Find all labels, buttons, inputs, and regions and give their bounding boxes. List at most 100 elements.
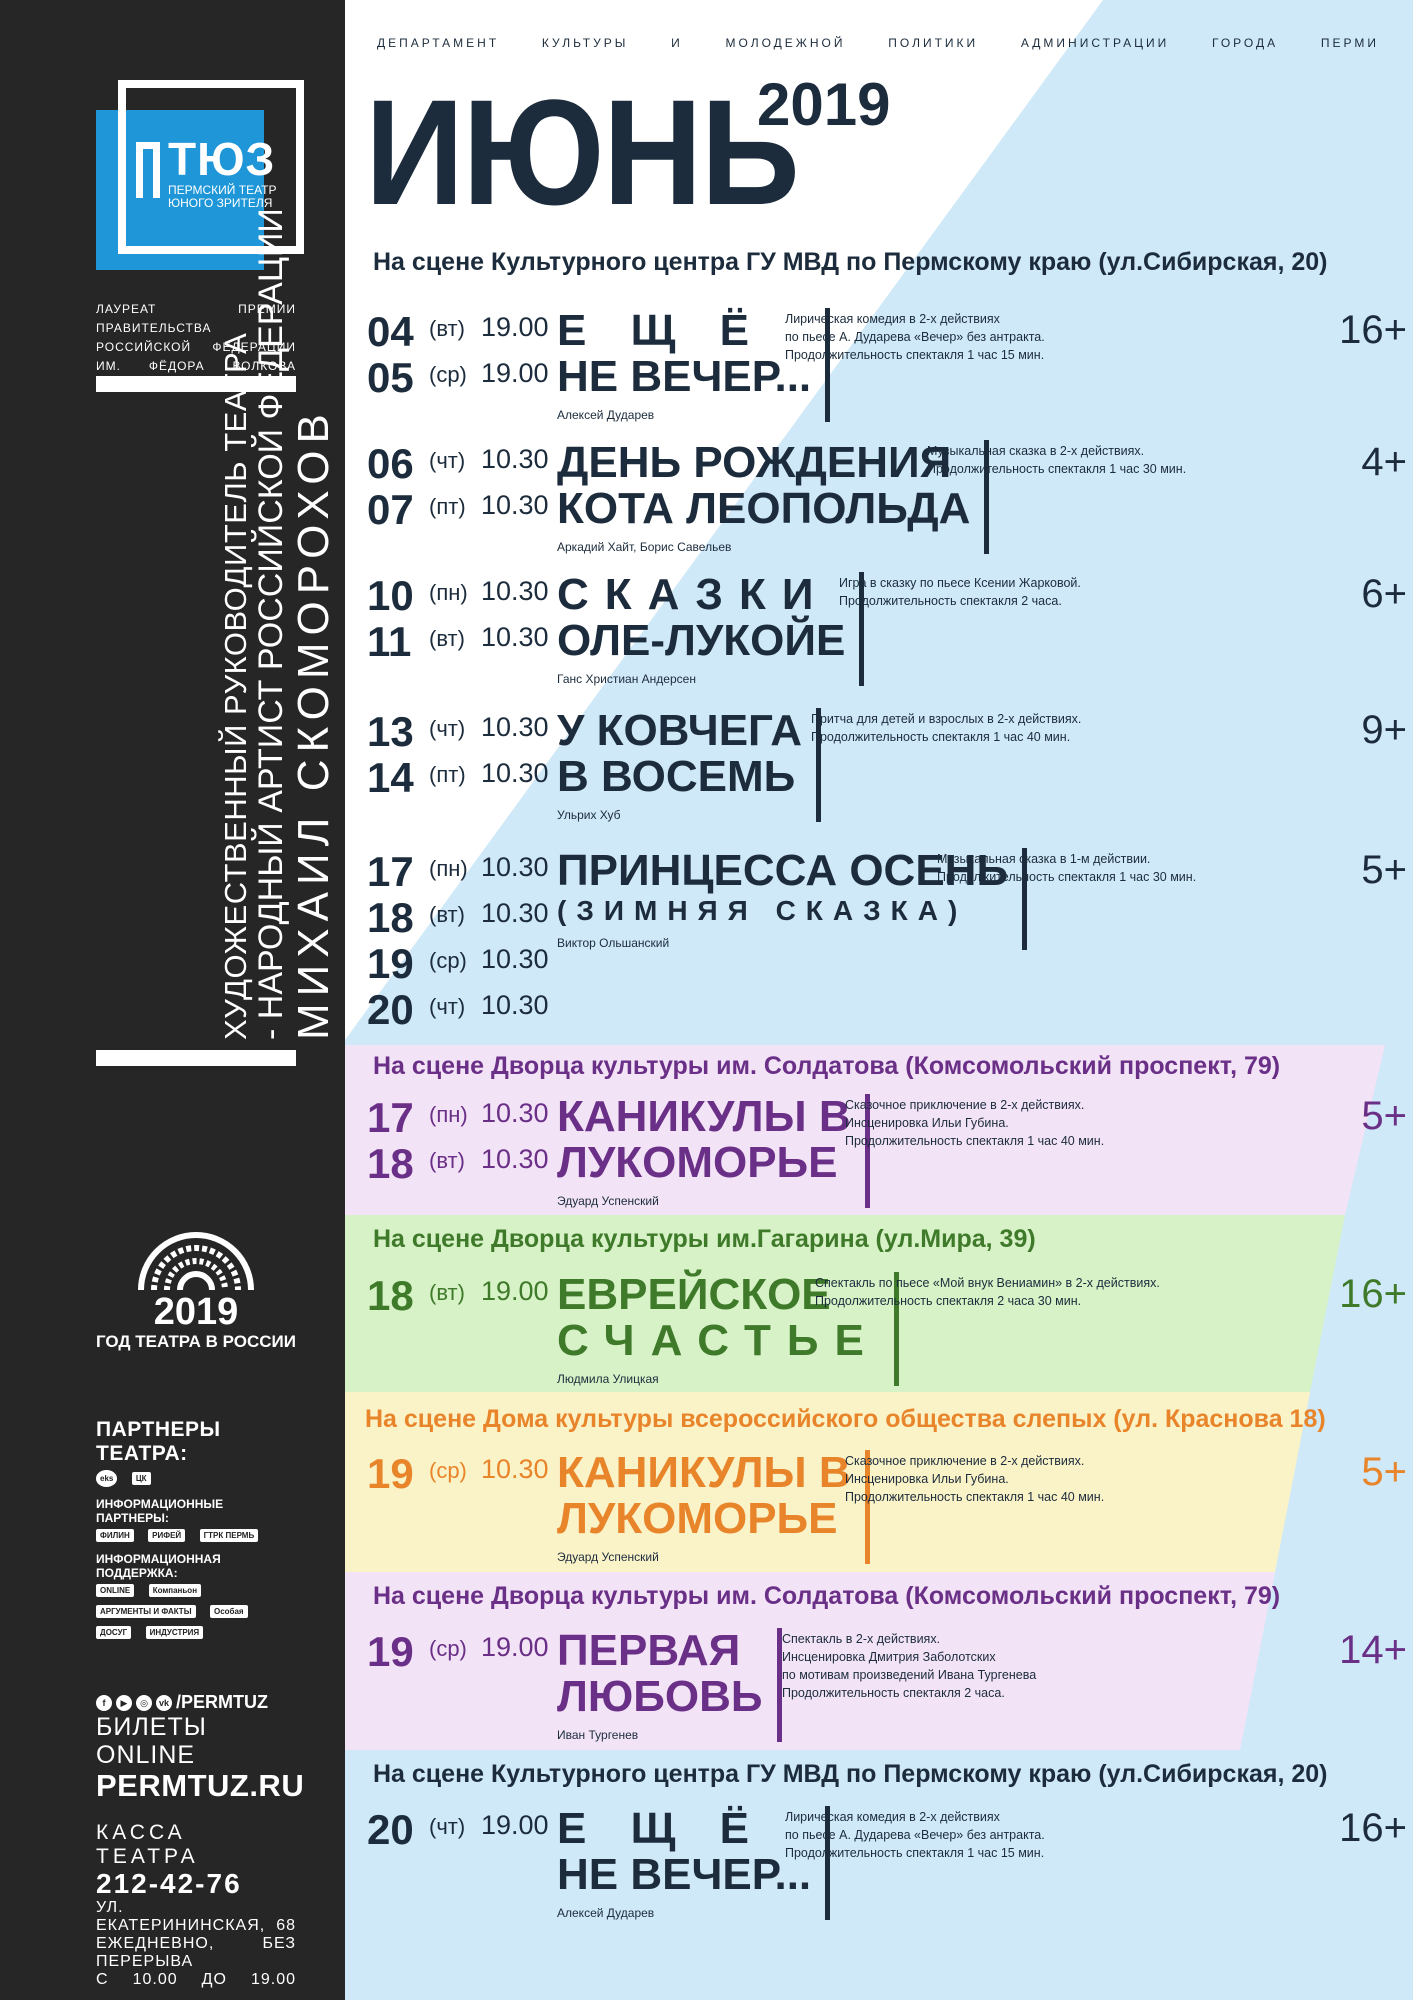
sky-band-bottom	[345, 1750, 1413, 2000]
show-title[interactable]: ДЕНЬ РОЖДЕНИЯ КОТА ЛЕОПОЛЬДА Аркадий Хайт,…	[557, 438, 990, 554]
date-weekday: (чт)	[429, 716, 466, 741]
month-title: ИЮНЬ	[365, 68, 800, 236]
show-entry[interactable]: 04 (вт) 19.00 05 (ср) 19.00 Е Щ Ё НЕ ВЕЧЕР... Ал…	[367, 308, 1407, 422]
show-title[interactable]: ПРИНЦЕССА ОСЕНЬ (ЗИМНЯЯ СКАЗКА) Виктор Оль…	[557, 848, 1028, 950]
date-row: 14 (пт) 10.30	[367, 754, 567, 801]
show-entry[interactable]: 17 (пн) 10.30 18 (вт) 10.30 19 (ср) 10.30 20 (чт) 1…	[367, 848, 1407, 1034]
show-title-line: ОЛЕ-ЛУКОЙЕ	[557, 616, 846, 665]
show-description: Притча для детей и взрослых в 2-х действ…	[811, 710, 1081, 746]
support-logo-industriya[interactable]: ИНДУСТРИЯ	[145, 1626, 204, 1639]
info-partner-logo-filin[interactable]: ФИЛИН	[96, 1529, 134, 1542]
show-title-line: ДЕНЬ РОЖДЕНИЯ	[557, 438, 952, 487]
show-dates: 06 (чт) 10.30 07 (пт) 10.30	[367, 440, 567, 533]
date-weekday: (вт)	[429, 316, 465, 341]
info-partners-heading: ИНФОРМАЦИОННЫЕ ПАРТНЕРЫ:	[96, 1497, 224, 1525]
show-title-line: Е Щ Ё	[557, 306, 766, 355]
venue-heading: На сцене Культурного центра ГУ МВД по Пе…	[373, 248, 1328, 276]
show-title[interactable]: Е Щ Ё НЕ ВЕЧЕР... Алексей Дударев	[557, 306, 831, 422]
date-row: 17 (пн) 10.30	[367, 848, 567, 895]
description-line: Продолжительность спектакля 1 час 15 мин…	[785, 1846, 1045, 1860]
description-line: Продолжительность спектакля 1 час 40 мин…	[845, 1490, 1105, 1504]
theatre-logo[interactable]: ТЮЗ ПЕРМСКИЙ ТЕАТР ЮНОГО ЗРИТЕЛЯ	[96, 80, 304, 270]
show-title[interactable]: Е Щ Ё НЕ ВЕЧЕР... Алексей Дударев	[557, 1806, 831, 1920]
show-entry[interactable]: 06 (чт) 10.30 07 (пт) 10.30 ДЕНЬ РОЖДЕНИЯ КОТА …	[367, 440, 1407, 554]
date-row: 20 (чт) 10.30	[367, 986, 567, 1033]
date-row: 10 (пн) 10.30	[367, 572, 567, 619]
show-title-line: ЛЮБОВЬ	[557, 1672, 763, 1721]
show-title-line: В ВОСЕМЬ	[557, 752, 796, 801]
box-office-hours-2: с 10.00 до 19.00	[96, 1971, 296, 1988]
date-time: 10.30	[481, 944, 549, 974]
support-logo-online[interactable]: ONLINE	[96, 1584, 135, 1597]
show-dates: 04 (вт) 19.00 05 (ср) 19.00	[367, 308, 567, 401]
venue-heading: На сцене Дворца культуры им.Гагарина (ул…	[373, 1225, 1036, 1253]
background-shapes	[345, 0, 1413, 2000]
description-line: Лирическая комедия в 2-х действиях	[785, 312, 1000, 326]
facebook-icon[interactable]: f	[96, 1694, 112, 1711]
date-row: 13 (чт) 10.30	[367, 708, 567, 755]
show-title[interactable]: КАНИКУЛЫ В ЛУКОМОРЬЕ Эдуард Успенский	[557, 1450, 870, 1564]
show-entry[interactable]: 18 (вт) 19.00 ЕВРЕЙСКОЕ СЧАСТЬЕ Людмила Улицк…	[367, 1272, 1407, 1386]
date-day: 11	[367, 618, 412, 665]
show-title[interactable]: ПЕРВАЯ ЛЮБОВЬ Иван Тургенев	[557, 1628, 782, 1742]
show-title[interactable]: КАНИКУЛЫ В ЛУКОМОРЬЕ Эдуард Успенский	[557, 1094, 870, 1208]
date-row: 19 (ср) 10.30	[367, 940, 567, 987]
age-rating-badge: 16+	[1339, 1272, 1407, 1316]
date-row: 04 (вт) 19.00	[367, 308, 567, 355]
youtube-icon[interactable]: ▶	[116, 1694, 132, 1711]
date-day: 19	[367, 1628, 414, 1675]
partners-logos: eks ЦК	[96, 1466, 296, 1491]
website-link[interactable]: PERMTUZ.RU	[96, 1768, 305, 1803]
band-gagarin	[345, 1215, 1345, 1392]
description-line: Игра в сказку по пьесе Ксении Жарковой.	[839, 576, 1081, 590]
show-title[interactable]: ЕВРЕЙСКОЕ СЧАСТЬЕ Людмила Улицкая	[557, 1272, 899, 1386]
social-handle[interactable]: /PERMTUZ	[176, 1692, 268, 1712]
show-description: Лирическая комедия в 2-х действиях по пье…	[785, 310, 1045, 364]
description-line: Сказочное приключение в 2-х действиях.	[845, 1454, 1085, 1468]
date-day: 20	[367, 986, 414, 1033]
show-entry[interactable]: 19 (ср) 19.00 ПЕРВАЯ ЛЮБОВЬ Иван Тургенев Спек…	[367, 1628, 1407, 1742]
date-weekday: (пт)	[429, 494, 466, 519]
support-logo-aif[interactable]: АРГУМЕНТЫ И ФАКТЫ	[96, 1605, 196, 1618]
date-time: 10.30	[481, 444, 549, 474]
department-line: Департамент культуры и молодежной полити…	[377, 36, 1379, 50]
info-partner-logo-gtrk[interactable]: ГТРК ПЕРМЬ	[199, 1529, 259, 1542]
age-rating-badge: 4+	[1361, 440, 1407, 484]
partner-logo-ck[interactable]: ЦК	[131, 1472, 151, 1485]
support-logo-kompanion[interactable]: Компаньон	[148, 1584, 202, 1597]
show-author: Виктор Ольшанский	[557, 936, 670, 950]
show-entry[interactable]: 10 (пн) 10.30 11 (вт) 10.30 СКАЗКИ ОЛЕ-ЛУКОЙЕ Га…	[367, 572, 1407, 686]
box-office-phone[interactable]: 212-42-76	[96, 1868, 242, 1899]
date-row: 11 (вт) 10.30	[367, 618, 567, 665]
show-author: Эдуард Успенский	[557, 1550, 659, 1564]
date-day: 07	[367, 486, 414, 533]
show-title-line: КАНИКУЛЫ В	[557, 1448, 851, 1497]
vk-icon[interactable]: vk	[156, 1694, 172, 1711]
description-line: Продолжительность спектакля 1 час 40 мин…	[845, 1134, 1105, 1148]
date-row: 07 (пт) 10.30	[367, 486, 567, 533]
date-row: 19 (ср) 10.30	[367, 1450, 567, 1497]
date-day: 17	[367, 848, 414, 895]
show-entry[interactable]: 20 (чт) 19.00 Е Щ Ё НЕ ВЕЧЕР... Алексей Дудар…	[367, 1806, 1407, 1920]
show-title[interactable]: СКАЗКИ ОЛЕ-ЛУКОЙЕ Ганс Христиан Андерсен	[557, 572, 865, 686]
partner-logo-eks[interactable]: eks	[96, 1470, 118, 1487]
show-title[interactable]: У КОВЧЕГА В ВОСЕМЬ Ульрих Хуб	[557, 708, 821, 822]
age-rating-badge: 16+	[1339, 1806, 1407, 1850]
show-entry[interactable]: 19 (ср) 10.30 КАНИКУЛЫ В ЛУКОМОРЬЕ Эдуард Усп…	[367, 1450, 1407, 1564]
year-of-theatre-year: 2019	[153, 1291, 239, 1333]
age-rating-badge: 6+	[1361, 572, 1407, 616]
show-title-line: КОТА ЛЕОПОЛЬДА	[557, 484, 971, 533]
description-line: Лирическая комедия в 2-х действиях	[785, 1810, 1000, 1824]
date-row: 18 (вт) 10.30	[367, 1140, 567, 1187]
support-logo-osobaya[interactable]: Особая	[209, 1605, 248, 1618]
social-links: f ▶ ◎ vk /PERMTUZ	[96, 1692, 296, 1713]
info-partner-logo-rifey[interactable]: РИФЕЙ	[148, 1529, 186, 1542]
director-line-1: Художественный руководитель театра	[218, 332, 253, 1040]
show-entry[interactable]: 13 (чт) 10.30 14 (пт) 10.30 У КОВЧЕГА В ВОСЕМЬ У…	[367, 708, 1407, 822]
support-logo-dosug[interactable]: ДОСУГ	[96, 1626, 132, 1639]
date-weekday: (вт)	[429, 626, 465, 651]
instagram-icon[interactable]: ◎	[136, 1694, 152, 1711]
show-description: Игра в сказку по пьесе Ксении Жарковой. П…	[839, 574, 1081, 610]
show-entry[interactable]: 17 (пн) 10.30 18 (вт) 10.30 КАНИКУЛЫ В ЛУКОМОРЬ…	[367, 1094, 1407, 1208]
date-day: 14	[367, 754, 414, 801]
